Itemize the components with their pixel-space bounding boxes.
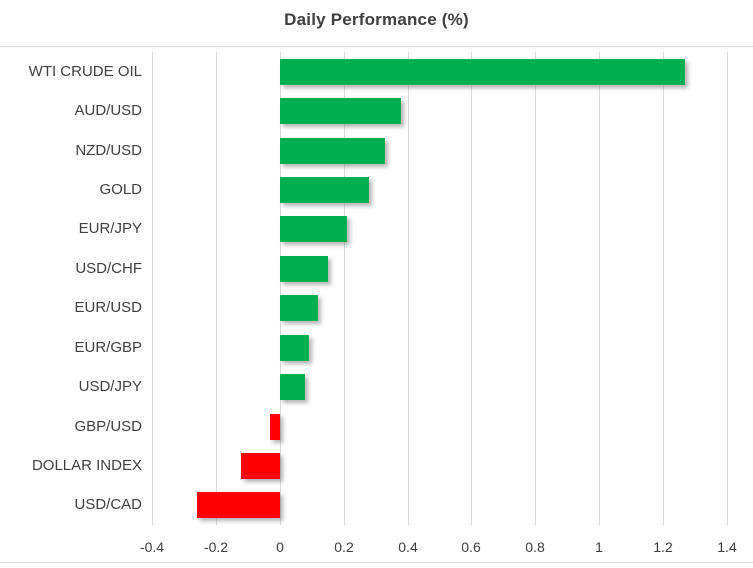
gridline (727, 52, 728, 525)
category-label: EUR/JPY (78, 220, 142, 238)
x-tick-label: -0.4 (139, 539, 165, 555)
gridline (599, 52, 600, 525)
category-label: USD/CHF (75, 259, 142, 277)
category-label: DOLLAR INDEX (31, 456, 142, 474)
x-tick-label: -0.2 (203, 539, 229, 555)
bar-wti-crude-oil (279, 58, 686, 85)
x-tick-label: 1.4 (717, 539, 737, 555)
category-label: GOLD (99, 181, 142, 198)
x-tick-label: 0.2 (334, 539, 354, 555)
gridline (408, 52, 409, 525)
chart-bottom-border (0, 562, 753, 563)
x-tick-label: 0 (276, 539, 284, 555)
x-tick-label: 1.2 (653, 539, 673, 555)
category-label: AUD/USD (74, 102, 142, 120)
gridline (471, 52, 472, 525)
gridline (280, 52, 281, 525)
category-label: USD/JPY (78, 378, 142, 395)
chart-title: Daily Performance (%) (284, 10, 469, 29)
category-label: WTI CRUDE OIL (28, 62, 142, 80)
x-tick-label: 0.4 (398, 539, 418, 555)
bar-dollar-index (241, 452, 280, 479)
gridline (344, 52, 345, 525)
bar-aud-usd (279, 98, 402, 125)
chart-top-border (0, 46, 753, 47)
bar-eur-usd (279, 295, 319, 322)
bar-eur-gbp (279, 334, 309, 361)
bar-usd-jpy (279, 374, 306, 400)
x-tick-label: 0.6 (461, 539, 481, 555)
category-label: USD/CAD (74, 496, 142, 514)
gridline (152, 52, 153, 525)
bar-nzd-usd (279, 137, 386, 164)
bar-usd-cad (196, 492, 280, 519)
gridline (216, 52, 217, 525)
x-tick-label: 1 (595, 539, 603, 555)
bar-gold (279, 177, 370, 203)
x-tick-label: 0.8 (525, 539, 545, 555)
category-label: NZD/USD (75, 141, 142, 159)
category-label: GBP/USD (74, 417, 142, 435)
gridline (663, 52, 664, 525)
bar-gbp-usd (270, 413, 280, 440)
bar-usd-chf (279, 255, 328, 282)
gridline (535, 52, 536, 525)
category-label: EUR/USD (74, 299, 142, 317)
category-label: EUR/GBP (74, 338, 142, 356)
bar-eur-jpy (279, 216, 347, 243)
